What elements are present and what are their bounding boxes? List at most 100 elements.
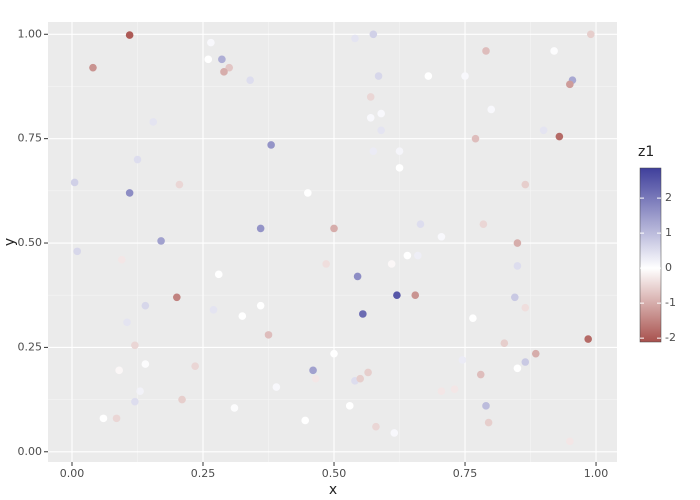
point	[424, 72, 433, 80]
point	[377, 126, 385, 135]
point	[218, 55, 226, 64]
point	[387, 260, 396, 268]
point	[256, 224, 265, 233]
point	[416, 220, 425, 229]
point	[511, 293, 519, 302]
point	[484, 418, 493, 427]
point	[437, 387, 446, 396]
point	[131, 397, 139, 406]
colorbar-tick-label: 0	[665, 261, 672, 274]
colorbar-tick-label: -1	[665, 296, 676, 309]
point	[584, 335, 592, 343]
point	[123, 318, 131, 327]
point	[566, 80, 574, 89]
point	[550, 47, 558, 55]
x-tick-label: 0.00	[60, 467, 85, 480]
plot-background	[48, 22, 617, 462]
point	[539, 126, 548, 135]
point	[225, 63, 234, 72]
point	[157, 237, 165, 245]
colorbar-tick-label: 2	[665, 191, 672, 204]
point	[309, 366, 317, 375]
x-tick-label: 0.75	[453, 467, 478, 480]
point	[207, 38, 215, 47]
point	[191, 362, 199, 370]
point	[267, 141, 275, 149]
point	[178, 395, 186, 404]
point	[471, 134, 480, 143]
point	[395, 164, 404, 172]
point	[214, 270, 223, 279]
y-axis-title: y	[2, 238, 18, 246]
point	[458, 356, 467, 364]
point	[301, 416, 309, 425]
point	[364, 368, 372, 377]
colorbar-tick-label: -2	[665, 331, 676, 344]
point	[566, 437, 574, 446]
y-tick-label: 0.50	[18, 236, 43, 249]
point	[141, 301, 150, 310]
point	[149, 118, 158, 126]
x-tick-label: 0.50	[322, 467, 347, 480]
y-tick-label: 0.75	[18, 132, 43, 145]
point	[70, 178, 79, 187]
point	[209, 306, 218, 314]
point	[131, 341, 139, 350]
point	[369, 30, 378, 39]
point	[136, 387, 144, 396]
point	[482, 402, 490, 410]
point	[374, 72, 383, 80]
point	[437, 232, 446, 241]
point	[377, 109, 385, 118]
point	[513, 262, 522, 270]
y-tick-label: 0.00	[18, 445, 43, 458]
point	[369, 147, 378, 155]
point	[330, 224, 338, 233]
point	[125, 31, 134, 39]
point	[482, 47, 490, 55]
x-tick-label: 1.00	[584, 467, 609, 480]
point	[450, 385, 459, 393]
point	[411, 291, 420, 300]
point	[555, 132, 564, 141]
point	[356, 374, 365, 383]
x-tick-label: 0.25	[191, 467, 216, 480]
point	[353, 272, 362, 281]
point	[461, 72, 469, 80]
point	[351, 34, 359, 43]
point	[204, 55, 213, 64]
point	[366, 113, 375, 122]
point	[330, 349, 338, 358]
point	[322, 260, 330, 268]
point	[531, 349, 540, 358]
point	[393, 291, 401, 300]
point	[372, 422, 380, 431]
point	[175, 180, 184, 189]
point	[115, 366, 123, 375]
point	[390, 429, 399, 437]
point	[73, 247, 82, 256]
point	[272, 383, 281, 391]
point	[513, 364, 522, 373]
colorbar	[639, 167, 662, 343]
point	[304, 189, 312, 197]
point	[513, 239, 522, 247]
point	[220, 68, 228, 76]
legend-title: z1	[638, 144, 654, 160]
point	[414, 251, 422, 260]
point	[311, 374, 320, 383]
point	[476, 370, 485, 379]
point	[487, 105, 496, 114]
point	[366, 93, 375, 101]
point	[403, 251, 412, 260]
point	[264, 331, 273, 339]
point	[89, 63, 97, 72]
point	[521, 303, 530, 312]
point	[238, 312, 247, 320]
point	[117, 255, 126, 264]
point	[469, 314, 477, 322]
y-tick-label: 1.00	[18, 27, 43, 40]
point	[141, 360, 150, 368]
point	[521, 180, 530, 189]
